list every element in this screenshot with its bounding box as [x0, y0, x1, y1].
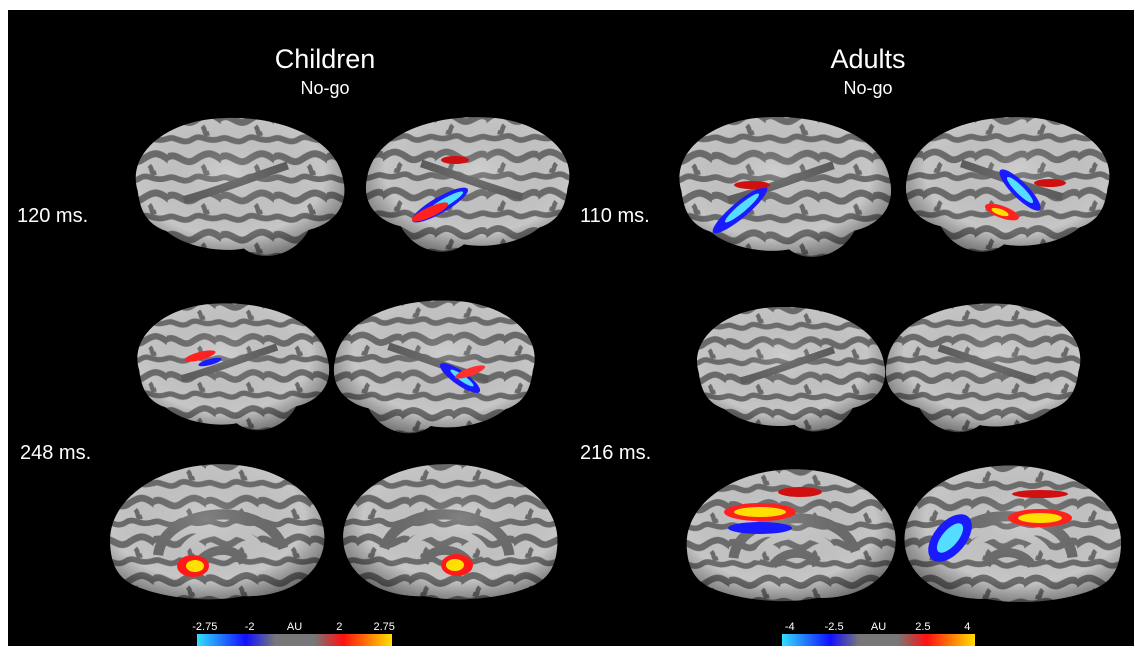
time-label: 248 ms. — [20, 442, 91, 464]
time-label: 110 ms. — [580, 205, 650, 227]
condition: No-go — [300, 78, 349, 98]
colorbar-label: -2.5 — [825, 621, 844, 633]
colorbar — [197, 634, 392, 646]
colorbar-label: 4 — [964, 621, 970, 633]
group-title: Adults — [830, 44, 905, 74]
time-label: 216 ms. — [580, 442, 651, 464]
colorbar-label: -4 — [785, 621, 795, 633]
colorbar-label: -2 — [245, 621, 255, 633]
colorbar-label: -2.75 — [192, 621, 217, 633]
condition: No-go — [843, 78, 892, 98]
colorbar-label: AU — [287, 621, 302, 633]
colorbar-label: 2 — [336, 621, 342, 633]
colorbar-label: 2.5 — [915, 621, 930, 633]
colorbar — [782, 634, 975, 646]
colorbar-label: AU — [871, 621, 886, 633]
group-title: Children — [275, 44, 376, 74]
time-label: 120 ms. — [17, 205, 88, 227]
colorbar-label: 2.75 — [373, 621, 394, 633]
activations — [177, 156, 1072, 577]
